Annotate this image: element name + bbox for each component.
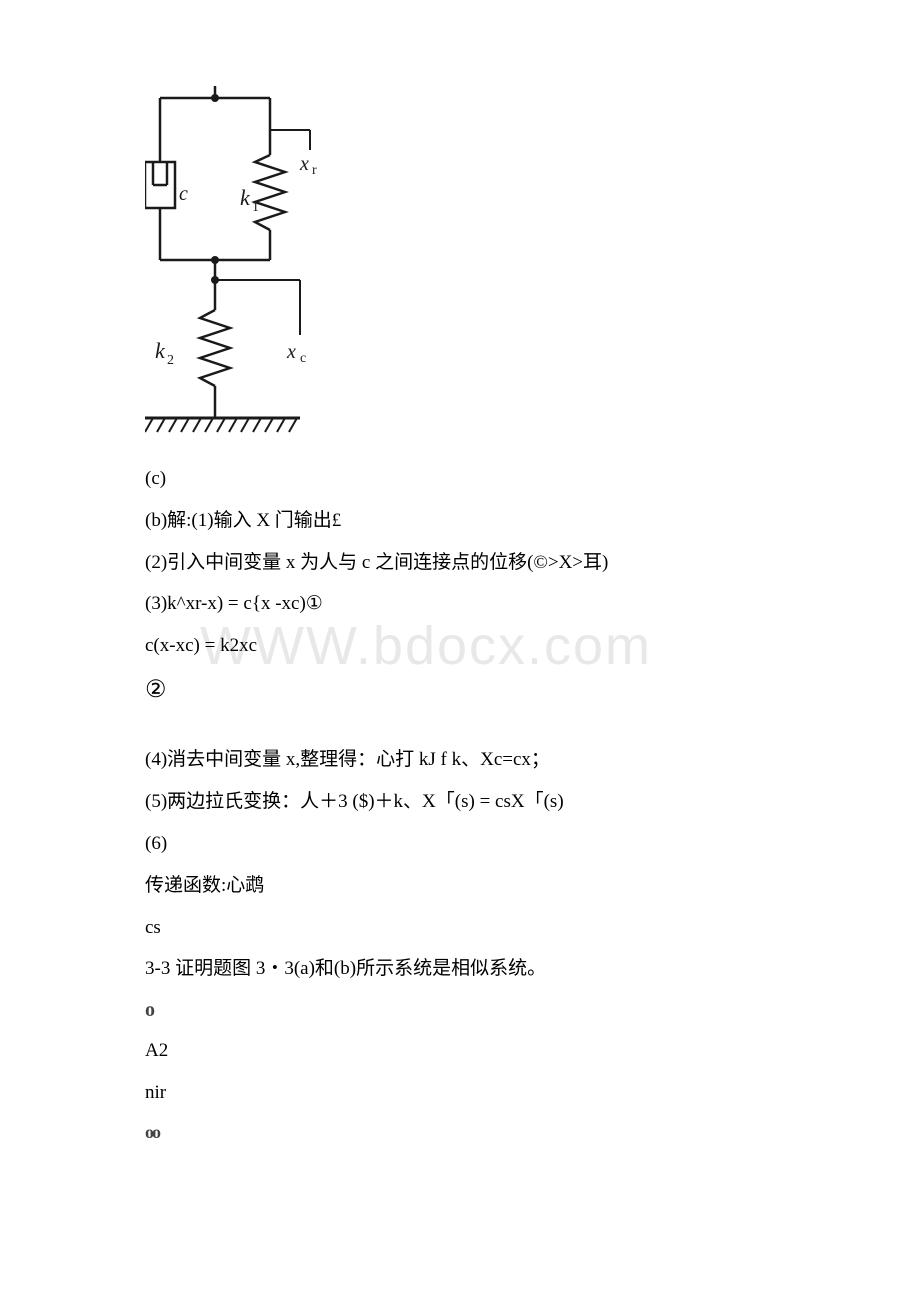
text-line: A2 xyxy=(145,1030,775,1072)
text-line: c(x-xc) = k2xc xyxy=(145,625,775,667)
svg-text:k: k xyxy=(240,185,251,210)
bullet-icon: o xyxy=(145,990,775,1030)
svg-text:c: c xyxy=(179,183,188,205)
svg-text:r: r xyxy=(312,163,317,178)
text-line: (c) xyxy=(145,458,775,500)
document-body: (c) (b)解:(1)输入 X 门输出£ (2)引入中间变量 x 为人与 c … xyxy=(145,458,775,1150)
text-line: nir xyxy=(145,1072,775,1114)
svg-text:k: k xyxy=(155,338,166,363)
text-line: (6) xyxy=(145,823,775,865)
text-line: (b)解:(1)输入 X 门输出£ xyxy=(145,500,775,542)
svg-text:1: 1 xyxy=(252,200,259,215)
text-line: 传递函数:心鹉 xyxy=(145,865,775,907)
svg-text:x: x xyxy=(286,341,296,363)
text-line: (5)两边拉氏变换：人＋3 ($)＋k、X「(s) = csX「(s) xyxy=(145,781,775,823)
text-line: 3-3 证明题图 3・3(a)和(b)所示系统是相似系统。 xyxy=(145,948,775,990)
text-line: (4)消去中间变量 x,整理得：心打 kJ f k、Xc=cx； xyxy=(145,739,775,781)
bullet-icon: o-o xyxy=(145,1114,775,1150)
text-line: (2)引入中间变量 x 为人与 c 之间连接点的位移(©>X>耳) xyxy=(145,542,775,584)
svg-text:x: x xyxy=(299,153,309,175)
text-line: ② xyxy=(145,671,775,709)
text-line: cs xyxy=(145,907,775,949)
diagram-svg: x r c k 1 x c k 2 xyxy=(145,80,330,450)
text-line: (3)k^xr-x) = c{x -xc)① xyxy=(145,583,775,625)
svg-text:c: c xyxy=(300,351,306,366)
mechanical-diagram: x r c k 1 x c k 2 xyxy=(145,80,330,450)
svg-text:2: 2 xyxy=(167,353,174,368)
